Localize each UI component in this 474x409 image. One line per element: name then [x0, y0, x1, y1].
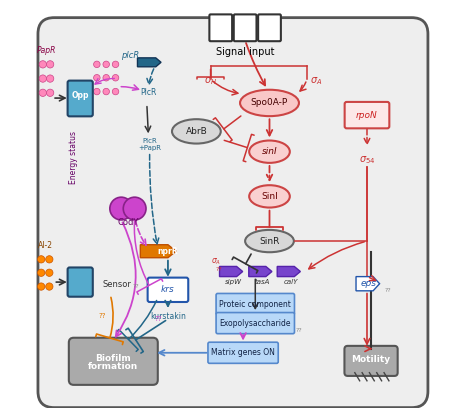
Circle shape	[46, 269, 53, 276]
Text: SinI: SinI	[261, 192, 278, 201]
Circle shape	[39, 89, 46, 97]
FancyArrow shape	[140, 245, 176, 258]
Circle shape	[93, 88, 100, 95]
Circle shape	[46, 75, 54, 82]
Circle shape	[37, 256, 45, 263]
Text: rpoN: rpoN	[356, 110, 378, 119]
Text: tasA: tasA	[255, 279, 270, 285]
Circle shape	[93, 74, 100, 81]
FancyBboxPatch shape	[69, 338, 158, 385]
FancyArrow shape	[219, 266, 243, 276]
Text: kurstakin: kurstakin	[150, 312, 186, 321]
Text: $\sigma_A$: $\sigma_A$	[310, 75, 322, 86]
Text: formation: formation	[88, 362, 138, 371]
Text: ??: ??	[154, 316, 162, 322]
FancyArrow shape	[356, 276, 380, 291]
Circle shape	[103, 74, 109, 81]
Text: sipW: sipW	[224, 279, 241, 285]
Circle shape	[39, 75, 46, 82]
FancyBboxPatch shape	[147, 278, 188, 302]
Text: PapR: PapR	[37, 47, 56, 56]
Text: PlcR
+PapR: PlcR +PapR	[138, 138, 161, 151]
Circle shape	[39, 61, 46, 68]
Text: $\sigma_H$: $\sigma_H$	[204, 75, 217, 86]
FancyBboxPatch shape	[345, 346, 398, 376]
Text: ??: ??	[99, 313, 106, 319]
Ellipse shape	[172, 119, 221, 144]
FancyArrow shape	[277, 266, 301, 276]
Text: ??: ??	[215, 267, 222, 272]
Ellipse shape	[245, 230, 294, 252]
Circle shape	[93, 61, 100, 67]
FancyBboxPatch shape	[208, 342, 278, 363]
Circle shape	[112, 74, 119, 81]
FancyBboxPatch shape	[38, 18, 428, 408]
Text: Sensor: Sensor	[103, 281, 132, 290]
Text: eps: eps	[361, 279, 377, 288]
FancyBboxPatch shape	[258, 14, 281, 41]
FancyBboxPatch shape	[345, 102, 389, 128]
Text: Motility: Motility	[352, 355, 391, 364]
FancyBboxPatch shape	[68, 267, 93, 297]
Text: Proteic component: Proteic component	[219, 299, 291, 308]
FancyArrow shape	[137, 58, 161, 67]
Text: calY: calY	[283, 279, 298, 285]
Circle shape	[46, 283, 53, 290]
Ellipse shape	[249, 141, 290, 163]
Text: Energy status: Energy status	[69, 131, 78, 184]
Circle shape	[46, 61, 54, 68]
Text: plcR: plcR	[121, 50, 140, 60]
Circle shape	[112, 61, 119, 67]
Text: Spo0A-P: Spo0A-P	[251, 99, 288, 108]
Text: AI-2: AI-2	[38, 241, 53, 250]
Circle shape	[103, 61, 109, 67]
Circle shape	[46, 256, 53, 263]
Circle shape	[110, 197, 133, 220]
FancyBboxPatch shape	[210, 14, 232, 41]
Text: krs: krs	[161, 285, 175, 294]
FancyBboxPatch shape	[68, 81, 93, 116]
Circle shape	[123, 197, 146, 220]
Text: Biofilm: Biofilm	[95, 353, 131, 362]
Text: Opp: Opp	[72, 91, 89, 100]
Text: $\sigma_A$: $\sigma_A$	[211, 257, 221, 267]
Text: Signal input: Signal input	[216, 47, 274, 57]
Text: Exopolysaccharide: Exopolysaccharide	[219, 319, 291, 328]
Text: nprR: nprR	[158, 247, 178, 256]
Text: AbrB: AbrB	[185, 127, 207, 136]
Circle shape	[37, 269, 45, 276]
Circle shape	[112, 88, 119, 95]
FancyBboxPatch shape	[216, 312, 294, 334]
FancyBboxPatch shape	[234, 14, 256, 41]
Circle shape	[37, 283, 45, 290]
Ellipse shape	[240, 90, 299, 116]
Text: sinI: sinI	[262, 147, 277, 156]
FancyArrow shape	[249, 266, 272, 276]
Text: ??: ??	[133, 285, 140, 290]
Text: ??: ??	[295, 328, 302, 333]
Circle shape	[103, 88, 109, 95]
Text: Matrix genes ON: Matrix genes ON	[211, 348, 275, 357]
Text: CodY: CodY	[118, 218, 139, 227]
FancyBboxPatch shape	[216, 294, 294, 315]
Ellipse shape	[249, 185, 290, 207]
Text: PlcR: PlcR	[140, 88, 156, 97]
Circle shape	[46, 89, 54, 97]
Text: $\sigma_{54}$: $\sigma_{54}$	[359, 154, 375, 166]
Text: SinR: SinR	[259, 236, 280, 245]
Text: ??: ??	[385, 288, 392, 293]
